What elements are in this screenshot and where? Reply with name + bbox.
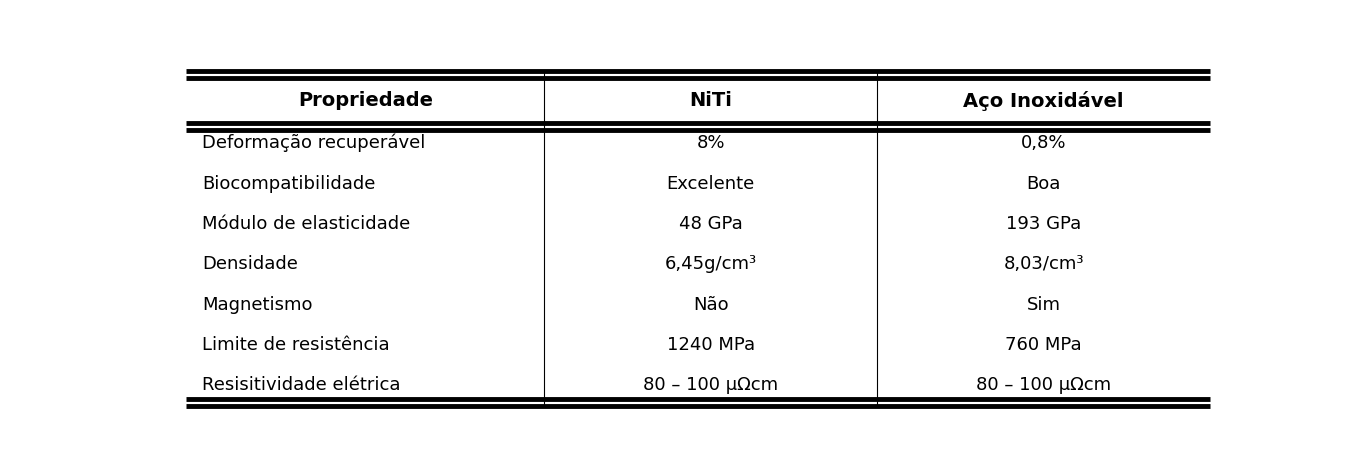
Text: 193 GPa: 193 GPa [1007,215,1081,233]
Text: Aço Inoxidável: Aço Inoxidável [963,91,1124,111]
Text: Excelente: Excelente [666,175,755,193]
Text: Propriedade: Propriedade [298,91,433,110]
Text: Densidade: Densidade [202,255,298,273]
Text: Limite de resistência: Limite de resistência [202,336,390,354]
Text: Sim: Sim [1027,295,1061,313]
Text: Biocompatibilidade: Biocompatibilidade [202,175,376,193]
Text: 0,8%: 0,8% [1022,134,1066,152]
Text: 6,45g/cm³: 6,45g/cm³ [665,255,757,273]
Text: NiTi: NiTi [689,91,733,110]
Text: 8,03/cm³: 8,03/cm³ [1004,255,1084,273]
Text: Módulo de elasticidade: Módulo de elasticidade [202,215,410,233]
Text: Magnetismo: Magnetismo [202,295,312,313]
Text: Boa: Boa [1027,175,1061,193]
Text: 1240 MPa: 1240 MPa [667,336,755,354]
Text: Deformação recuperável: Deformação recuperável [202,134,425,152]
Text: 8%: 8% [696,134,725,152]
Text: 80 – 100 μΩcm: 80 – 100 μΩcm [977,376,1111,395]
Text: Resisitividade elétrica: Resisitividade elétrica [202,376,400,395]
Text: Não: Não [693,295,729,313]
Text: 760 MPa: 760 MPa [1005,336,1081,354]
Text: 80 – 100 μΩcm: 80 – 100 μΩcm [643,376,779,395]
Text: 48 GPa: 48 GPa [678,215,742,233]
